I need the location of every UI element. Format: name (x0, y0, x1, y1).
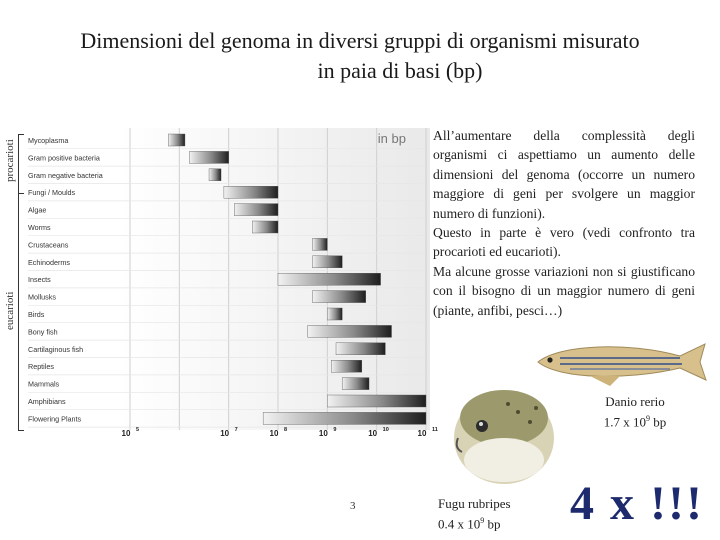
category-label: Insects (28, 275, 51, 284)
description-paragraph-2: Questo in parte è vero (vedi confronto t… (433, 225, 695, 260)
category-label: Reptiles (28, 362, 54, 371)
genome-range-bar (208, 168, 222, 181)
fugu-size-prefix: 0.4 x 10 (438, 516, 481, 532)
genome-range-bar (335, 342, 386, 356)
fugu-size: 0.4 x 109 bp (438, 512, 511, 532)
danio-size-prefix: 1.7 x 10 (603, 414, 646, 430)
genome-range-bar (327, 394, 427, 408)
genome-range-bar (312, 290, 366, 303)
genome-size-chart: Mycoplasma Gram positive bacteria Gram neg… (28, 128, 438, 438)
x-tick-label: 10 (122, 429, 131, 438)
category-label: Flowering Plants (28, 414, 82, 423)
description-paragraph-3: Ma alcune grosse variazioni non si giust… (433, 263, 695, 318)
genome-range-bar (312, 255, 343, 269)
genome-range-bar (327, 307, 343, 321)
genome-range-bar (307, 325, 392, 338)
genome-range-bar (277, 272, 381, 286)
fugu-name: Fugu rubripes (438, 496, 511, 511)
x-tick-label: 10 (368, 429, 377, 438)
fugu-size-exp: 9 (480, 516, 485, 525)
genome-range-bar (189, 151, 229, 164)
genome-range-bar (223, 185, 279, 199)
category-label: Mollusks (28, 293, 56, 302)
category-label: Algae (28, 206, 46, 215)
x-tick-label: 10 (270, 429, 279, 438)
danio-size: 1.7 x 109 bp (580, 410, 690, 430)
x-tick-exponent: 9 (333, 427, 336, 433)
title-line-1: Dimensioni del genoma in diversi gruppi … (80, 28, 640, 53)
page-number: 3 (350, 500, 356, 512)
category-label: Mammals (28, 380, 60, 389)
x-tick-label: 10 (418, 429, 427, 438)
title-line-2: in paia di basi (bp) (317, 58, 483, 83)
category-label: Echinoderms (28, 258, 70, 267)
category-label: Fungi / Moulds (28, 188, 76, 197)
x-tick-exponent: 5 (136, 427, 139, 433)
slide-title: Dimensioni del genoma in diversi gruppi … (40, 26, 680, 86)
emphasis-text: 4 x !!! (570, 477, 704, 530)
category-label: Gram negative bacteria (28, 171, 103, 180)
category-label: Birds (28, 310, 45, 319)
x-tick-exponent: 11 (432, 427, 438, 433)
danio-caption: Danio rerio 1.7 x 109 bp (580, 393, 690, 430)
genome-range-bar (262, 412, 427, 425)
category-label: Bony fish (28, 327, 58, 336)
genome-range-bar (252, 220, 279, 234)
description-text: All’aumentare della complessità degli or… (433, 126, 695, 320)
x-tick-label: 10 (319, 429, 328, 438)
genome-range-bar (331, 359, 363, 373)
danio-name: Danio rerio (605, 394, 665, 409)
genome-range-bar (168, 133, 186, 147)
genome-range-bar (312, 238, 328, 251)
eukaryotes-label: eucarioti (4, 291, 16, 330)
category-label: Amphibians (28, 397, 66, 406)
x-tick-exponent: 7 (235, 427, 238, 433)
genome-range-bar (234, 203, 279, 216)
category-label: Gram positive bacteria (28, 153, 100, 162)
x-tick-exponent: 8 (284, 427, 287, 433)
eukaryotes-bracket (18, 193, 24, 431)
danio-size-unit: bp (653, 414, 667, 430)
genome-range-bar (341, 377, 370, 390)
category-label: Cartilaginous fish (28, 345, 83, 354)
chart-subtitle: in bp (378, 131, 406, 146)
category-label: Mycoplasma (28, 136, 68, 145)
category-label: Worms (28, 223, 51, 232)
prokaryotes-label: procarioti (4, 139, 16, 182)
plot-background (120, 128, 430, 430)
zebrafish-image (537, 343, 707, 386)
x-tick-label: 10 (220, 429, 229, 438)
category-label: Crustaceans (28, 240, 69, 249)
x-tick-exponent: 10 (383, 427, 389, 433)
description-paragraph-1: All’aumentare della complessità degli or… (433, 128, 695, 221)
fugu-caption: Fugu rubripes 0.4 x 109 bp (438, 495, 511, 532)
danio-size-exp: 9 (646, 414, 650, 423)
pufferfish-image (454, 390, 554, 484)
fugu-size-unit: bp (487, 516, 501, 532)
